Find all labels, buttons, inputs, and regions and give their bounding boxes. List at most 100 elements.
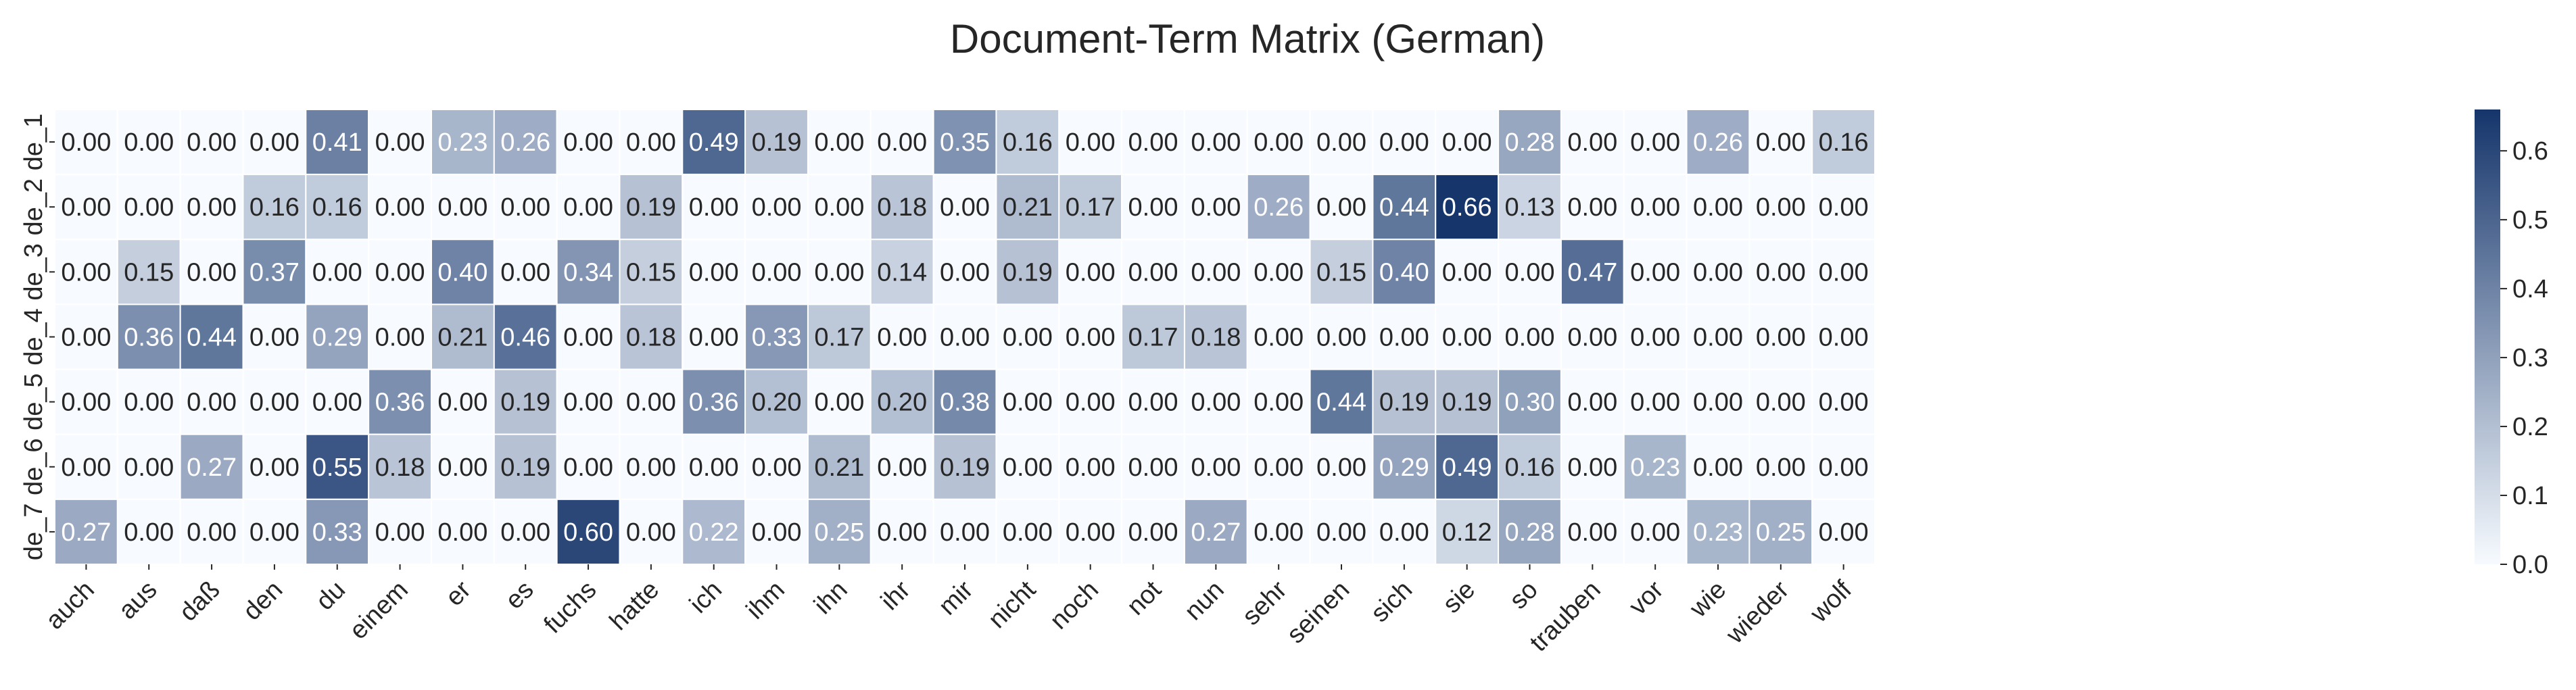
cell-value-label: 0.00 (1819, 453, 1869, 482)
cell-value-label: 0.00 (1128, 193, 1178, 222)
cell-value-label: 0.44 (1379, 193, 1429, 222)
cell-value-label: 0.00 (1379, 518, 1429, 547)
cell-value-label: 0.19 (1003, 258, 1053, 287)
cell-value-label: 0.00 (1756, 453, 1806, 482)
cell-value-label: 0.21 (814, 453, 864, 482)
heatmap-cell (1183, 174, 1248, 241)
heatmap-cell (493, 303, 558, 370)
cell-value-label: 0.13 (1505, 193, 1555, 222)
heatmap-cell (1623, 303, 1688, 370)
y-tick-label: de_2 (20, 178, 48, 236)
cell-value-label: 0.26 (500, 128, 550, 157)
cell-value-label: 0.00 (124, 453, 174, 482)
heatmap-cell (1811, 368, 1876, 435)
cell-value-label: 0.00 (563, 323, 613, 351)
cell-value-label: 0.19 (1442, 389, 1492, 417)
heatmap-cell (1686, 239, 1750, 305)
y-tick-label: de_5 (20, 373, 48, 430)
heatmap-cell (1121, 303, 1185, 370)
cell-value-label: 0.00 (249, 389, 300, 417)
heatmap-cell (54, 433, 118, 500)
cell-value-label: 0.00 (1442, 323, 1492, 351)
cell-value-label: 0.00 (626, 128, 676, 157)
cell-value-label: 0.00 (1567, 323, 1617, 351)
colorbar-tick-label: 0.0 (2512, 551, 2548, 579)
cell-value-label: 0.00 (1756, 258, 1806, 287)
cell-value-label: 0.00 (1505, 258, 1555, 287)
cell-value-label: 0.00 (1693, 193, 1743, 222)
cell-value-label: 0.00 (1567, 453, 1617, 482)
heatmap-cell (744, 109, 809, 176)
cell-value-label: 0.29 (312, 323, 362, 351)
cell-value-label: 0.00 (1066, 453, 1116, 482)
x-tick-label: daß (174, 576, 225, 627)
cell-value-label: 0.00 (1003, 453, 1053, 482)
heatmap-cell (1246, 498, 1311, 565)
cell-value-label: 0.00 (940, 193, 990, 222)
heatmap-cell (556, 303, 621, 370)
cell-value-label: 0.00 (437, 518, 487, 547)
heatmap-cell (1121, 368, 1185, 435)
heatmap-cell (1183, 368, 1248, 435)
cell-value-label: 0.00 (1066, 518, 1116, 547)
heatmap-cell (54, 303, 118, 370)
heatmap-cell (682, 303, 746, 370)
cell-value-label: 0.33 (752, 323, 802, 351)
heatmap-cell (368, 368, 432, 435)
cell-value-label: 0.00 (1066, 128, 1116, 157)
heatmap-cell (179, 368, 244, 435)
cell-value-label: 0.00 (375, 193, 425, 222)
heatmap-cell (1246, 109, 1311, 176)
y-tick-label: de_3 (20, 243, 48, 301)
heatmap-cell (1498, 174, 1562, 241)
heatmap-cell (1435, 368, 1500, 435)
cell-value-label: 0.00 (500, 193, 550, 222)
heatmap-cell (1309, 303, 1374, 370)
heatmap-cell (1058, 109, 1123, 176)
cell-value-label: 0.00 (1254, 323, 1304, 351)
heatmap-cell (1246, 239, 1311, 305)
cell-value-label: 0.37 (249, 258, 300, 287)
cell-value-label: 0.00 (1254, 518, 1304, 547)
cell-value-label: 0.00 (1316, 193, 1366, 222)
heatmap-cell (1121, 433, 1185, 500)
cell-value-label: 0.00 (1630, 323, 1680, 351)
cell-value-label: 0.00 (1316, 453, 1366, 482)
heatmap-cell (744, 303, 809, 370)
cell-value-label: 0.00 (437, 193, 487, 222)
cell-value-label: 0.00 (1630, 258, 1680, 287)
cell-value-label: 0.00 (1630, 389, 1680, 417)
heatmap-cell (682, 174, 746, 241)
heatmap-cell (744, 433, 809, 500)
cell-value-label: 0.47 (1567, 258, 1617, 287)
cell-value-label: 0.00 (1630, 193, 1680, 222)
cell-value-label: 0.00 (124, 518, 174, 547)
cell-value-label: 0.30 (1505, 389, 1555, 417)
y-axis-ticks: de_1 de_2 de_3 de_4 de_5 de_6 de_7 (20, 114, 55, 560)
heatmap-cell (682, 368, 746, 435)
cell-value-label: 0.18 (1191, 323, 1241, 351)
heatmap-cell (54, 109, 118, 176)
heatmap-cell (869, 174, 934, 241)
x-tick-label: hatte (604, 576, 665, 636)
heatmap-cell (1686, 109, 1750, 176)
heatmap-cell (1183, 498, 1248, 565)
cell-value-label: 0.00 (1003, 518, 1053, 547)
cell-value-label: 0.28 (1505, 518, 1555, 547)
cell-value-label: 0.00 (1442, 128, 1492, 157)
heatmap-cell (932, 433, 997, 500)
cell-value-label: 0.41 (312, 128, 362, 157)
cell-value-label: 0.44 (1316, 389, 1366, 417)
cell-value-label: 0.00 (689, 323, 739, 351)
heatmap-cell (179, 109, 244, 176)
heatmap-cell (619, 368, 684, 435)
heatmap-cell (807, 174, 872, 241)
x-tick-label: du (311, 576, 352, 616)
cell-value-label: 0.12 (1442, 518, 1492, 547)
heatmap-cell (1560, 303, 1625, 370)
cell-value-label: 0.23 (437, 128, 487, 157)
heatmap-cell (116, 303, 181, 370)
cell-value-label: 0.00 (375, 323, 425, 351)
